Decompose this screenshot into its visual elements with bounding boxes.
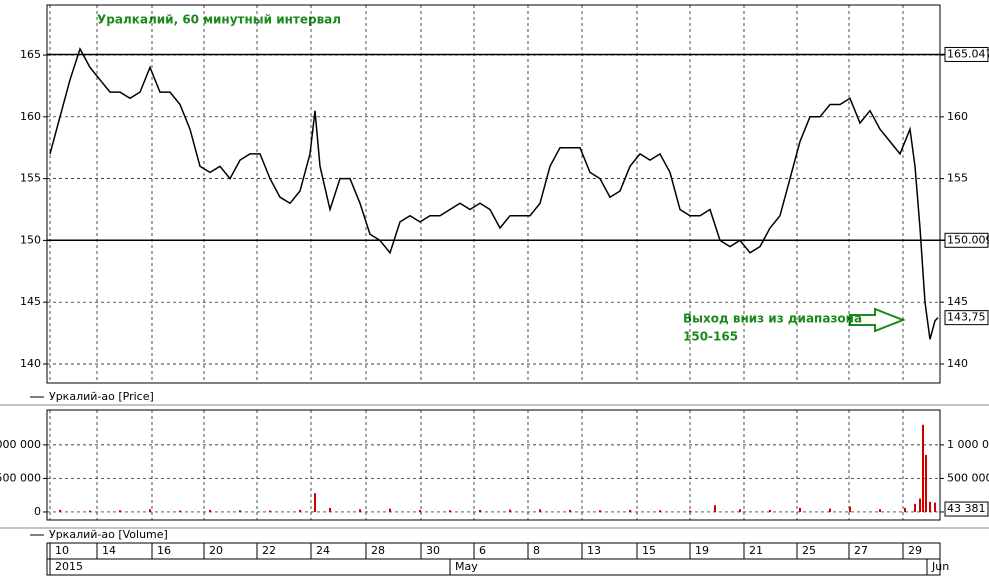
x-major-label: May: [455, 560, 478, 573]
y-tick-label: 1 000 000: [0, 438, 41, 451]
x-tick-label: 8: [533, 544, 540, 557]
volume-bar: [314, 493, 316, 512]
x-tick-label: 6: [479, 544, 486, 557]
y-tick-label-right: 140: [947, 357, 968, 370]
y-tick-label-right: 145: [947, 295, 968, 308]
legend-label: Уркалий-ао [Volume]: [49, 528, 168, 541]
volume-bar: [149, 509, 151, 512]
volume-bar: [689, 510, 691, 512]
level-label: 165.047: [947, 47, 989, 60]
y-tick-label: 500 000: [0, 471, 41, 484]
volume-bar: [119, 510, 121, 512]
month-axis: [46, 558, 941, 576]
volume-bar: [389, 508, 391, 512]
volume-bar: [479, 509, 481, 512]
x-tick-label: 22: [262, 544, 276, 557]
volume-frame: [46, 409, 941, 521]
volume-bar: [829, 508, 831, 512]
x-tick-label: 16: [157, 544, 171, 557]
last-label: 43 381: [947, 502, 986, 515]
y-tick-label: 150: [20, 233, 41, 246]
volume-bar: [419, 509, 421, 512]
volume-bar: [539, 509, 541, 512]
volume-bar: [929, 501, 931, 512]
y-tick-label-right: 1 000 000: [947, 438, 989, 451]
x-tick-label: 30: [426, 544, 440, 557]
volume-bar: [922, 424, 924, 512]
volume-bar: [209, 509, 211, 512]
legend-label: Уркалий-ао [Price]: [49, 390, 154, 403]
volume-bar: [359, 509, 361, 512]
y-tick-label: 165: [20, 48, 41, 61]
volume-bar: [919, 498, 921, 512]
level-box: [944, 46, 989, 62]
y-tick-label-right: 160: [947, 110, 968, 123]
volume-bar: [239, 510, 241, 512]
last-box: [944, 501, 989, 517]
annotation: Выход вниз из диапазона: [683, 312, 862, 326]
volume-bar: [329, 507, 331, 512]
y-tick-label: 160: [20, 110, 41, 123]
volume-bar: [925, 454, 927, 512]
volume-bar: [569, 509, 571, 512]
x-tick-label: 21: [749, 544, 763, 557]
annotation: 150-165: [683, 330, 738, 344]
volume-bar: [739, 509, 741, 512]
x-tick-label: 29: [908, 544, 922, 557]
volume-bar: [449, 510, 451, 512]
level-label: 150.009: [947, 233, 989, 246]
y-tick-label-right: 500 000: [947, 471, 989, 484]
volume-bar: [179, 510, 181, 512]
volume-bar: [714, 505, 716, 512]
volume-bar: [299, 509, 301, 512]
y-tick-label: 145: [20, 295, 41, 308]
level-box: [944, 232, 989, 248]
x-tick-label: 28: [371, 544, 385, 557]
x-tick-label: 14: [102, 544, 116, 557]
volume-bar: [914, 503, 916, 512]
x-major-label: Jun: [931, 560, 949, 573]
arrow: [849, 307, 906, 333]
y-tick-label: 0: [34, 505, 41, 518]
volume-bar: [509, 509, 511, 512]
price-frame: [46, 4, 941, 384]
x-tick-label: 19: [695, 544, 709, 557]
last-box: [944, 310, 989, 326]
last-label: 143,75: [947, 311, 986, 324]
x-tick-label: 13: [587, 544, 601, 557]
volume-bar: [849, 506, 851, 512]
y-tick-label: 155: [20, 172, 41, 185]
volume-bar: [934, 502, 936, 512]
x-major-label: 2015: [55, 560, 83, 573]
price-line: [49, 47, 939, 340]
volume-bar: [659, 510, 661, 512]
x-tick-label: 24: [316, 544, 330, 557]
y-tick-label-right: 155: [947, 172, 968, 185]
volume-bar: [89, 510, 91, 512]
volume-bar: [799, 507, 801, 512]
volume-bar: [879, 509, 881, 512]
y-tick-label: 140: [20, 357, 41, 370]
volume-bar: [59, 509, 61, 512]
volume-bar: [769, 509, 771, 512]
x-tick-label: 20: [209, 544, 223, 557]
x-tick-label: 10: [55, 544, 69, 557]
volume-bar: [904, 507, 906, 512]
volume-bar: [629, 509, 631, 512]
chart-title: Уралкалий, 60 минутный интервал: [97, 13, 341, 27]
volume-bar: [599, 510, 601, 512]
x-tick-label: 25: [802, 544, 816, 557]
x-tick-label: 15: [642, 544, 656, 557]
volume-bar: [269, 510, 271, 512]
x-tick-label: 27: [854, 544, 868, 557]
